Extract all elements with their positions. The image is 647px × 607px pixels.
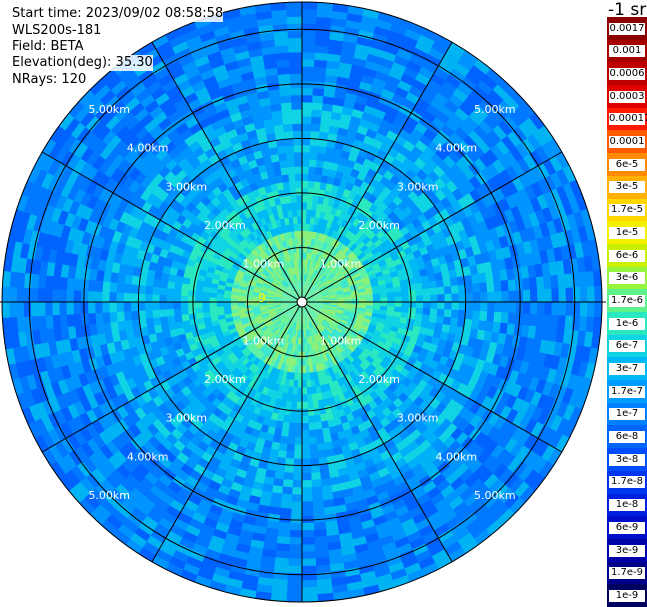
colorbar-segment: 1.7e-5 — [607, 198, 647, 222]
colorbar-segment: 0.0001 — [607, 130, 647, 154]
range-label: 1.00km — [243, 257, 285, 270]
colorbar-tick-label: 3e-5 — [609, 181, 645, 194]
range-label: 4.00km — [436, 142, 478, 155]
azimuth-spoke — [151, 301, 303, 563]
range-label: 2.00km — [204, 219, 246, 232]
colorbar-segment: 1.7e-8 — [607, 470, 647, 495]
range-label: 5.00km — [88, 103, 130, 116]
center-hub — [296, 296, 308, 308]
colorbar-tick-label: 3e-9 — [609, 544, 645, 557]
colorbar-segment: 0.0006 — [607, 62, 647, 86]
range-label: 3.00km — [397, 180, 439, 193]
hotspot-marker: 9 — [258, 291, 266, 305]
colorbar-segment: 3e-7 — [607, 357, 647, 381]
colorbar-tick-label: 1.7e-8 — [609, 476, 645, 489]
range-label: 2.00km — [204, 373, 246, 386]
colorbar-unit-label: -1 sr — [608, 0, 647, 20]
colorbar-segment: 1.7e-9 — [607, 561, 647, 585]
range-label: 4.00km — [127, 450, 169, 463]
azimuth-spoke — [151, 41, 303, 303]
ppi-scan-plot: 1.00km 1.00km 1.00km 1.00km 2.00km 2.00km 2.00… — [0, 1, 606, 603]
range-label: 1.00km — [320, 335, 362, 348]
range-label: 5.00km — [474, 103, 516, 116]
range-label: 2.00km — [358, 219, 400, 232]
colorbar-segment: 6e-8 — [607, 425, 647, 449]
colorbar-segment: 0.0003 — [607, 85, 647, 109]
colorbar-tick-label: 6e-8 — [609, 431, 645, 444]
colorbar-tick-label: 0.00017 — [609, 113, 647, 126]
colorbar-tick-label: 3e-7 — [609, 362, 645, 375]
colorbar-tick-label: 0.001 — [609, 45, 645, 58]
range-label: 4.00km — [127, 142, 169, 155]
azimuth-spoke — [301, 41, 453, 303]
colorbar-segment: 1.7e-6 — [607, 289, 647, 313]
colorbar-tick-label: 1e-6 — [609, 317, 645, 330]
colorbar-tick-label: 6e-6 — [609, 249, 645, 262]
colorbar-segment: 6e-7 — [607, 334, 647, 358]
colorbar-tick-label: 1e-8 — [609, 499, 645, 512]
instrument-label: WLS200s-181 — [12, 23, 102, 39]
colorbar-segment: 1e-5 — [607, 221, 647, 245]
range-label: 5.00km — [474, 489, 516, 502]
colorbar-tick-label: 0.0017 — [609, 22, 645, 35]
range-label: 5.00km — [88, 489, 130, 502]
colorbar-segment: 6e-9 — [607, 516, 647, 540]
range-label: 3.00km — [166, 412, 208, 425]
start-time-label: Start time: 2023/09/02 08:58:58 — [12, 6, 224, 22]
colorbar-tick-label: 6e-7 — [609, 340, 645, 353]
field-label: Field: BETA — [12, 39, 84, 55]
colorbar: 0.0017 0.001 0.0006 0.0003 0.00017 0.0001 6e-5… — [607, 17, 647, 607]
colorbar-segment: 1.7e-7 — [607, 380, 647, 404]
colorbar-segment: 3e-9 — [607, 538, 647, 563]
colorbar-tick-label: 1e-7 — [609, 408, 645, 421]
azimuth-spoke — [301, 301, 563, 453]
range-labels: 1.00km 1.00km 1.00km 1.00km 2.00km 2.00km 2.00… — [88, 103, 515, 502]
colorbar-tick-label: 0.0006 — [609, 67, 645, 80]
colorbar-tick-label: 1.7e-7 — [609, 385, 645, 398]
colorbar-tick-label: 1e-5 — [609, 226, 645, 239]
range-label: 1.00km — [243, 335, 285, 348]
azimuth-spoke — [41, 301, 303, 453]
range-label: 3.00km — [397, 412, 439, 425]
range-label: 4.00km — [436, 450, 478, 463]
range-label: 1.00km — [320, 257, 362, 270]
colorbar-tick-label: 6e-9 — [609, 521, 645, 534]
colorbar-segment: 1e-9 — [607, 584, 647, 607]
azimuth-spoke — [41, 151, 303, 303]
colorbar-segment: 6e-5 — [607, 153, 647, 177]
colorbar-segment: 3e-6 — [607, 266, 647, 290]
colorbar-segment: 3e-5 — [607, 175, 647, 200]
range-label: 3.00km — [166, 180, 208, 193]
colorbar-segment: 6e-6 — [607, 243, 647, 268]
polar-grid — [0, 1, 606, 603]
colorbar-tick-label: 0.0003 — [609, 90, 645, 103]
colorbar-segment: 1e-6 — [607, 312, 647, 336]
colorbar-segment: 0.001 — [607, 39, 647, 63]
colorbar-tick-label: 1e-9 — [609, 589, 645, 602]
colorbar-tick-label: 3e-8 — [609, 453, 645, 466]
colorbar-tick-label: 0.0001 — [609, 136, 645, 149]
elevation-label: Elevation(deg): 35.30 — [12, 55, 153, 71]
colorbar-tick-label: 1.7e-9 — [609, 567, 645, 580]
range-label: 2.00km — [358, 373, 400, 386]
colorbar-tick-label: 6e-5 — [609, 158, 645, 171]
colorbar-tick-label: 1.7e-5 — [609, 204, 645, 217]
colorbar-segment: 0.0017 — [607, 17, 647, 41]
colorbar-segment: 3e-8 — [607, 448, 647, 472]
colorbar-segment: 1e-8 — [607, 493, 647, 517]
colorbar-segment: 1e-7 — [607, 402, 647, 426]
colorbar-tick-label: 1.7e-6 — [609, 294, 645, 307]
nrays-label: NRays: 120 — [12, 72, 87, 88]
colorbar-tick-label: 3e-6 — [609, 272, 645, 285]
azimuth-spoke — [301, 301, 453, 563]
scan-gates — [1, 1, 603, 603]
colorbar-segment: 0.00017 — [607, 107, 647, 131]
azimuth-spoke — [301, 151, 563, 303]
